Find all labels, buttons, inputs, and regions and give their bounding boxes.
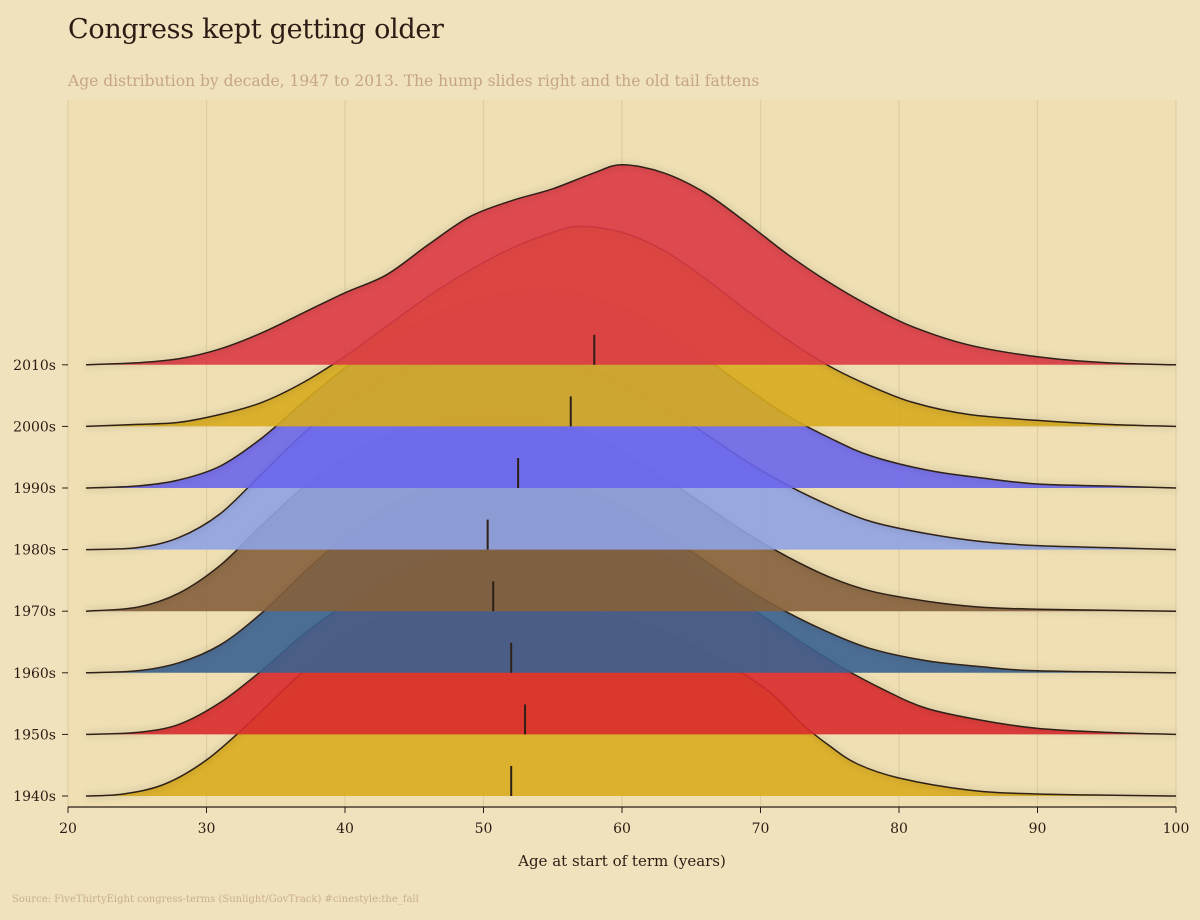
x-axis: 20 30 40 50 60 70 80 90 100 [59, 806, 1190, 837]
y-tick-label-1980s: 1980s [13, 543, 56, 559]
x-tick-label-50: 50 [475, 821, 493, 837]
x-tick-label-100: 100 [1163, 821, 1190, 837]
y-tick-label-2010s: 2010s [13, 358, 56, 374]
x-tick-label-20: 20 [59, 821, 77, 837]
chart-title: Congress kept getting older [68, 14, 444, 45]
y-tick-label-1960s: 1960s [13, 666, 56, 682]
y-tick-label-1970s: 1970s [13, 604, 56, 620]
x-tick-label-30: 30 [198, 821, 216, 837]
ridge-fill-2010s [86, 164, 1176, 365]
y-tick-label-1940s: 1940s [13, 789, 56, 805]
source-note: Source: FiveThirtyEight congress-terms (… [12, 894, 419, 905]
chart-subtitle: Age distribution by decade, 1947 to 2013… [68, 72, 760, 90]
x-tick-label-90: 90 [1029, 821, 1047, 837]
x-tick-label-40: 40 [336, 821, 354, 837]
x-tick-label-60: 60 [613, 821, 631, 837]
y-tick-label-2000s: 2000s [13, 419, 56, 435]
ridge-2010s [85, 164, 1177, 366]
ridge-outline-2010s [85, 164, 1177, 366]
ridges [85, 164, 1177, 797]
x-axis-title: Age at start of term (years) [517, 852, 726, 870]
y-axis-labels: 1940s 1950s 1960s 1970s 1980s 1990s 2000s 2010s [13, 358, 68, 805]
x-tick-label-70: 70 [752, 821, 770, 837]
x-tick-label-80: 80 [890, 821, 908, 837]
y-tick-label-1950s: 1950s [13, 727, 56, 743]
y-tick-label-1990s: 1990s [13, 481, 56, 497]
